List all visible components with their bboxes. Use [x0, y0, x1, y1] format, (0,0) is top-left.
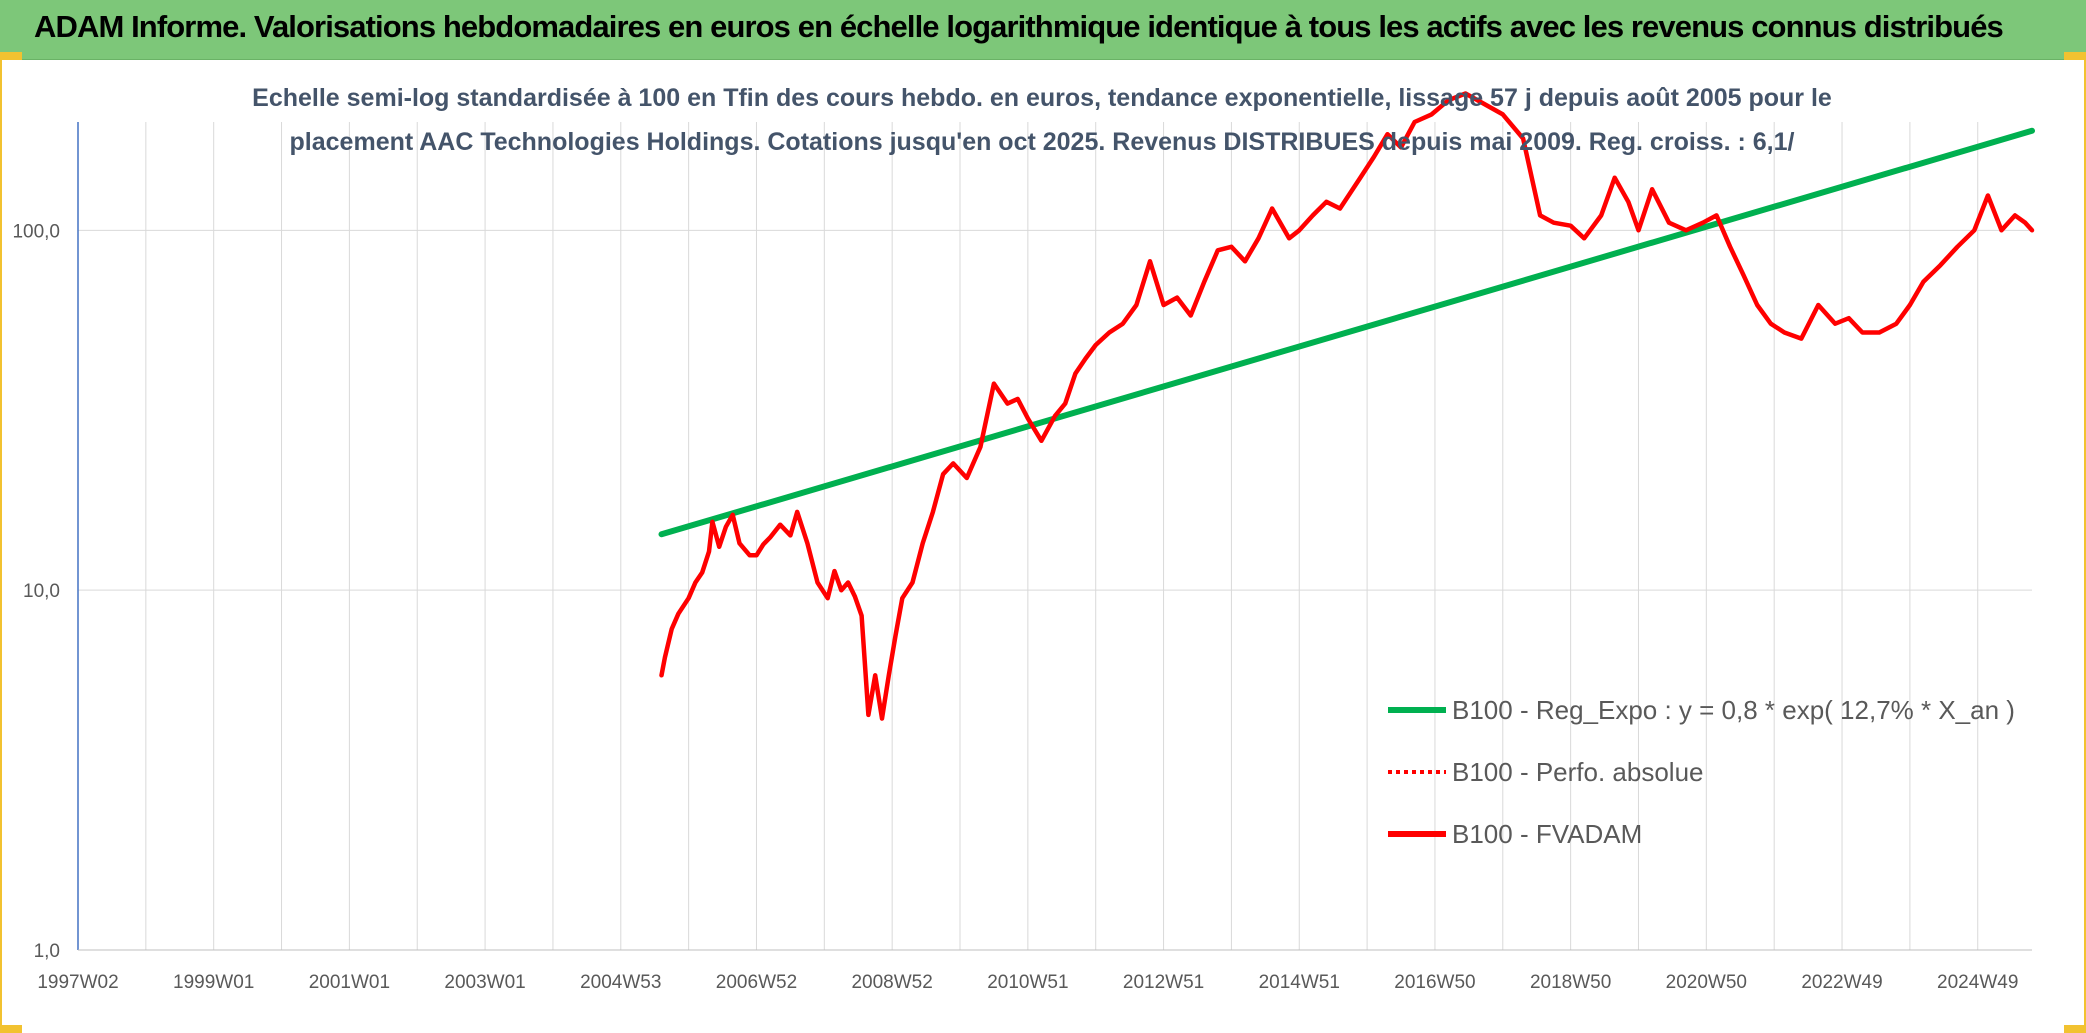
x-tick-label: 2006W52 — [716, 972, 797, 993]
x-tick-label: 2012W51 — [1123, 972, 1204, 993]
legend-entry-label: B100 - Perfo. absolue — [1452, 757, 1704, 787]
x-tick-label: 2016W50 — [1394, 972, 1475, 993]
legend-entry-label: B100 - FVADAM — [1452, 819, 1642, 849]
gridlines — [77, 122, 2032, 951]
y-tick-label: 1,0 — [34, 941, 60, 962]
axes: 1,0 10,0 100,0 1997W02 1999W01 2001W01 2003W01… — [12, 122, 2032, 993]
corner-marker-left — [0, 52, 22, 60]
legend-entry-label: B100 - Reg_Expo : y = 0,8 * exp( 12,7% *… — [1452, 695, 2015, 725]
x-tick-label: 2001W01 — [309, 972, 390, 993]
x-tick-label: 2024W49 — [1937, 972, 2018, 993]
chart-frame: 1,0 10,0 100,0 1997W02 1999W01 2001W01 2003W01… — [0, 60, 2086, 1033]
y-tick-label: 10,0 — [23, 581, 60, 602]
corner-marker-right — [2064, 52, 2086, 60]
x-tick-label: 2018W50 — [1530, 972, 1611, 993]
legend: B100 - Reg_Expo : y = 0,8 * exp( 12,7% *… — [1388, 695, 2015, 849]
x-tick-label: 2004W53 — [580, 972, 661, 993]
chart-plot: 1,0 10,0 100,0 1997W02 1999W01 2001W01 2003W01… — [12, 84, 2035, 993]
chart-title: Echelle semi-log standardisée à 100 en T… — [252, 84, 1832, 156]
x-tick-label: 2014W51 — [1259, 972, 1340, 993]
series — [658, 91, 2035, 721]
corner-marker-bottom-right — [2064, 1025, 2086, 1033]
y-tick-label: 100,0 — [12, 221, 60, 242]
chart-subtitle-line: Echelle semi-log standardisée à 100 en T… — [252, 84, 1832, 112]
x-tick-label: 2008W52 — [851, 972, 932, 993]
report-title-bar: ADAM Informe. Valorisations hebdomadaire… — [0, 0, 2086, 60]
corner-marker-bottom-left — [0, 1025, 22, 1033]
x-tick-label: 1997W02 — [37, 972, 118, 993]
x-tick-label: 2022W49 — [1801, 972, 1882, 993]
x-tick-label: 1999W01 — [173, 972, 254, 993]
fvadam-line — [659, 91, 2035, 721]
chart-subtitle-line: placement AAC Technologies Holdings. Cot… — [290, 128, 1795, 156]
x-tick-label: 2003W01 — [444, 972, 525, 993]
regression-line — [658, 127, 2035, 538]
x-tick-label: 2010W51 — [987, 972, 1068, 993]
x-tick-label: 2020W50 — [1666, 972, 1747, 993]
report-title: ADAM Informe. Valorisations hebdomadaire… — [34, 9, 2004, 44]
